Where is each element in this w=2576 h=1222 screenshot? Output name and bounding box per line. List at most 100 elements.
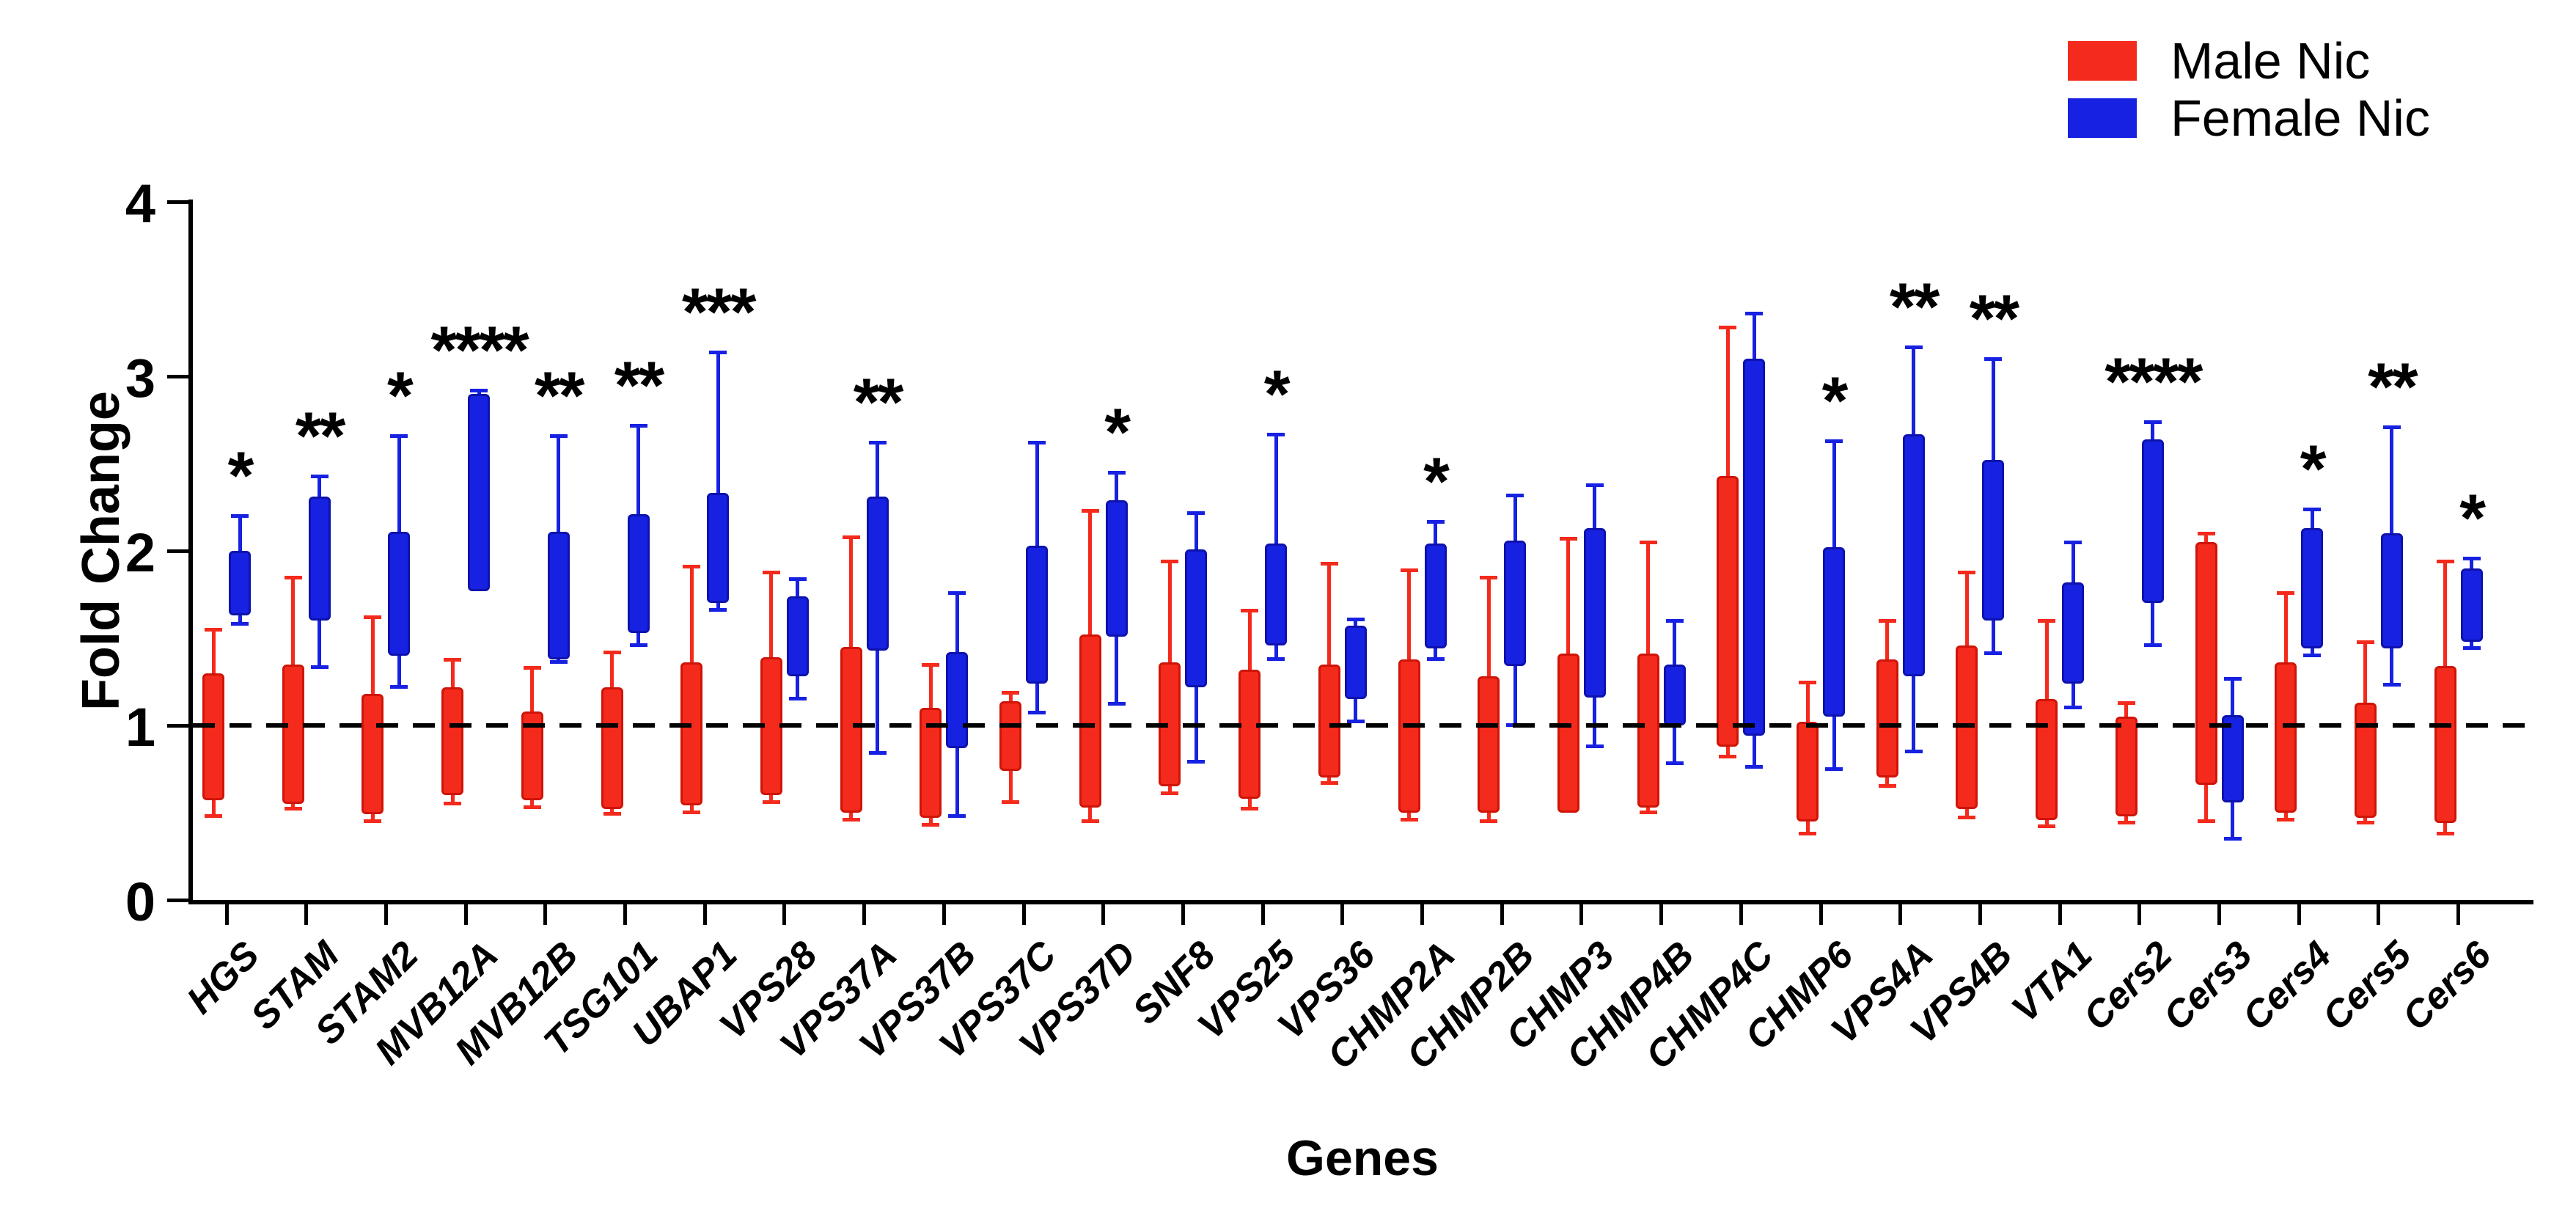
female-STAM-lower-whisker	[318, 618, 322, 668]
x-axis-title: Genes	[1286, 1130, 1439, 1186]
male-CHMP3-upper-whisker	[1566, 538, 1571, 656]
female-CHMP3-upper-cap	[1585, 483, 1604, 487]
female-VPS4A-lower-whisker	[1912, 674, 1916, 752]
female-CHMP2A-box	[1424, 544, 1447, 649]
female-VPS36-box	[1344, 626, 1367, 700]
significance-Cers5: **	[2368, 350, 2418, 425]
male-MVB12A-upper-whisker	[450, 659, 455, 689]
x-tick-HGS	[224, 900, 229, 925]
female-VPS28-box	[786, 596, 809, 677]
male-VPS37C-box	[999, 700, 1021, 771]
female-Cers4-lower-cap	[2303, 653, 2322, 657]
female-MVB12B-lower-cap	[549, 660, 568, 665]
male-VPS37A-upper-cap	[842, 535, 860, 539]
male-Cers4-upper-whisker	[2283, 593, 2288, 665]
male-VPS4A-box	[1876, 659, 1898, 778]
male-Cers4-lower-cap	[2277, 817, 2295, 822]
x-tick-CHMP2B	[1500, 900, 1504, 925]
x-tick-UBAP1	[702, 900, 707, 925]
male-VPS37A-upper-whisker	[849, 536, 854, 649]
female-VPS37A-lower-cap	[868, 751, 887, 755]
male-CHMP3-box	[1557, 654, 1579, 813]
male-VTA1-box	[2036, 699, 2058, 820]
male-VTA1-upper-whisker	[2044, 621, 2049, 702]
female-VPS37D-lower-cap	[1107, 702, 1126, 706]
male-Cers2-lower-whisker	[2124, 813, 2129, 824]
x-tick-VPS36	[1340, 900, 1345, 925]
male-VPS37D-lower-whisker	[1088, 805, 1093, 822]
male-CHMP2B-box	[1478, 676, 1500, 813]
male-VPS4A-lower-whisker	[1885, 775, 1890, 787]
female-Cers6-upper-whisker	[2470, 557, 2474, 571]
female-CHMP4C-lower-whisker	[1752, 733, 1756, 768]
female-VPS4B-upper-cap	[1984, 357, 2003, 362]
male-UBAP1-lower-whisker	[689, 803, 694, 813]
male-VPS28-lower-cap	[762, 800, 780, 804]
female-CHMP4B-box	[1663, 664, 1686, 725]
significance-CHMP6: *	[1821, 364, 1849, 439]
female-VPS36-upper-cap	[1346, 617, 1365, 621]
x-tick-VPS37B	[942, 900, 946, 925]
x-tick-CHMP4C	[1739, 900, 1743, 925]
female-MVB12B-lower-whisker	[557, 656, 561, 663]
female-Cers3-upper-whisker	[2231, 678, 2234, 717]
female-CHMP4B-upper-whisker	[1673, 621, 1677, 667]
y-tick-label-0: 0	[125, 871, 155, 932]
x-tick-Cers5	[2377, 900, 2381, 925]
female-VPS37A-upper-whisker	[876, 442, 880, 500]
male-VPS4A-lower-cap	[1878, 784, 1896, 789]
female-STAM2-lower-cap	[390, 684, 408, 689]
male-Cers4-upper-cap	[2277, 591, 2295, 596]
x-tick-VPS4B	[1978, 900, 1982, 925]
male-VPS37A-lower-cap	[842, 817, 860, 822]
female-Cers2-upper-cap	[2143, 420, 2162, 424]
female-Cers3-lower-cap	[2223, 836, 2242, 841]
x-tick-MVB12B	[543, 900, 548, 925]
female-Cers5-upper-whisker	[2390, 427, 2394, 536]
male-Cers3-lower-cap	[2197, 819, 2215, 823]
female-VPS37D-lower-whisker	[1115, 634, 1119, 705]
female-VPS37A-lower-whisker	[876, 648, 880, 754]
y-tick-3	[167, 374, 191, 378]
x-tick-CHMP4B	[1659, 900, 1664, 925]
female-CHMP4B-upper-cap	[1665, 619, 1684, 623]
significance-VPS4A: **	[1889, 269, 1940, 345]
male-VPS4B-lower-whisker	[1964, 807, 1969, 819]
female-SNF8-upper-whisker	[1194, 512, 1198, 552]
female-Cers6-box	[2460, 568, 2483, 642]
x-tick-VPS37C	[1021, 900, 1026, 925]
female-VPS37B-box	[946, 652, 969, 748]
x-tick-VPS28	[782, 900, 787, 925]
female-CHMP6-lower-whisker	[1832, 714, 1836, 769]
female-VPS37B-lower-whisker	[955, 745, 959, 816]
male-MVB12B-upper-cap	[523, 666, 541, 670]
female-MVB12A-upper-cap	[470, 389, 488, 393]
significance-MVB12B: **	[534, 358, 585, 433]
female-VPS25-upper-cap	[1267, 432, 1285, 436]
male-Cers3-upper-whisker	[2204, 533, 2208, 545]
male-VPS37B-lower-whisker	[928, 816, 933, 825]
female-CHMP6-upper-cap	[1825, 439, 1843, 444]
male-VPS4B-lower-cap	[1958, 816, 1976, 820]
female-MVB12B-upper-cap	[549, 433, 568, 438]
y-tick-label-4: 4	[125, 173, 155, 234]
female-VTA1-lower-cap	[2064, 706, 2083, 710]
male-CHMP2A-lower-cap	[1400, 817, 1418, 822]
male-Cers6-lower-whisker	[2443, 821, 2448, 834]
y-tick-4	[167, 200, 191, 204]
female-CHMP2A-lower-cap	[1426, 656, 1445, 661]
female-Cers3-upper-cap	[2223, 676, 2242, 681]
male-CHMP6-upper-whisker	[1805, 681, 1810, 725]
x-tick-VPS37D	[1101, 900, 1106, 925]
x-tick-CHMP6	[1819, 900, 1823, 925]
x-axis-line	[188, 900, 2533, 904]
female-CHMP2A-upper-whisker	[1434, 521, 1437, 546]
female-VPS37D-upper-whisker	[1115, 472, 1119, 502]
female-HGS-lower-whisker	[238, 613, 242, 624]
legend-row-female: Female Nic	[2068, 92, 2430, 144]
female-HGS-upper-whisker	[238, 516, 242, 553]
male-Cers5-box	[2354, 703, 2377, 819]
male-TSG101-upper-cap	[603, 651, 621, 655]
female-HGS-upper-cap	[231, 514, 249, 519]
male-VPS25-lower-cap	[1241, 807, 1259, 811]
